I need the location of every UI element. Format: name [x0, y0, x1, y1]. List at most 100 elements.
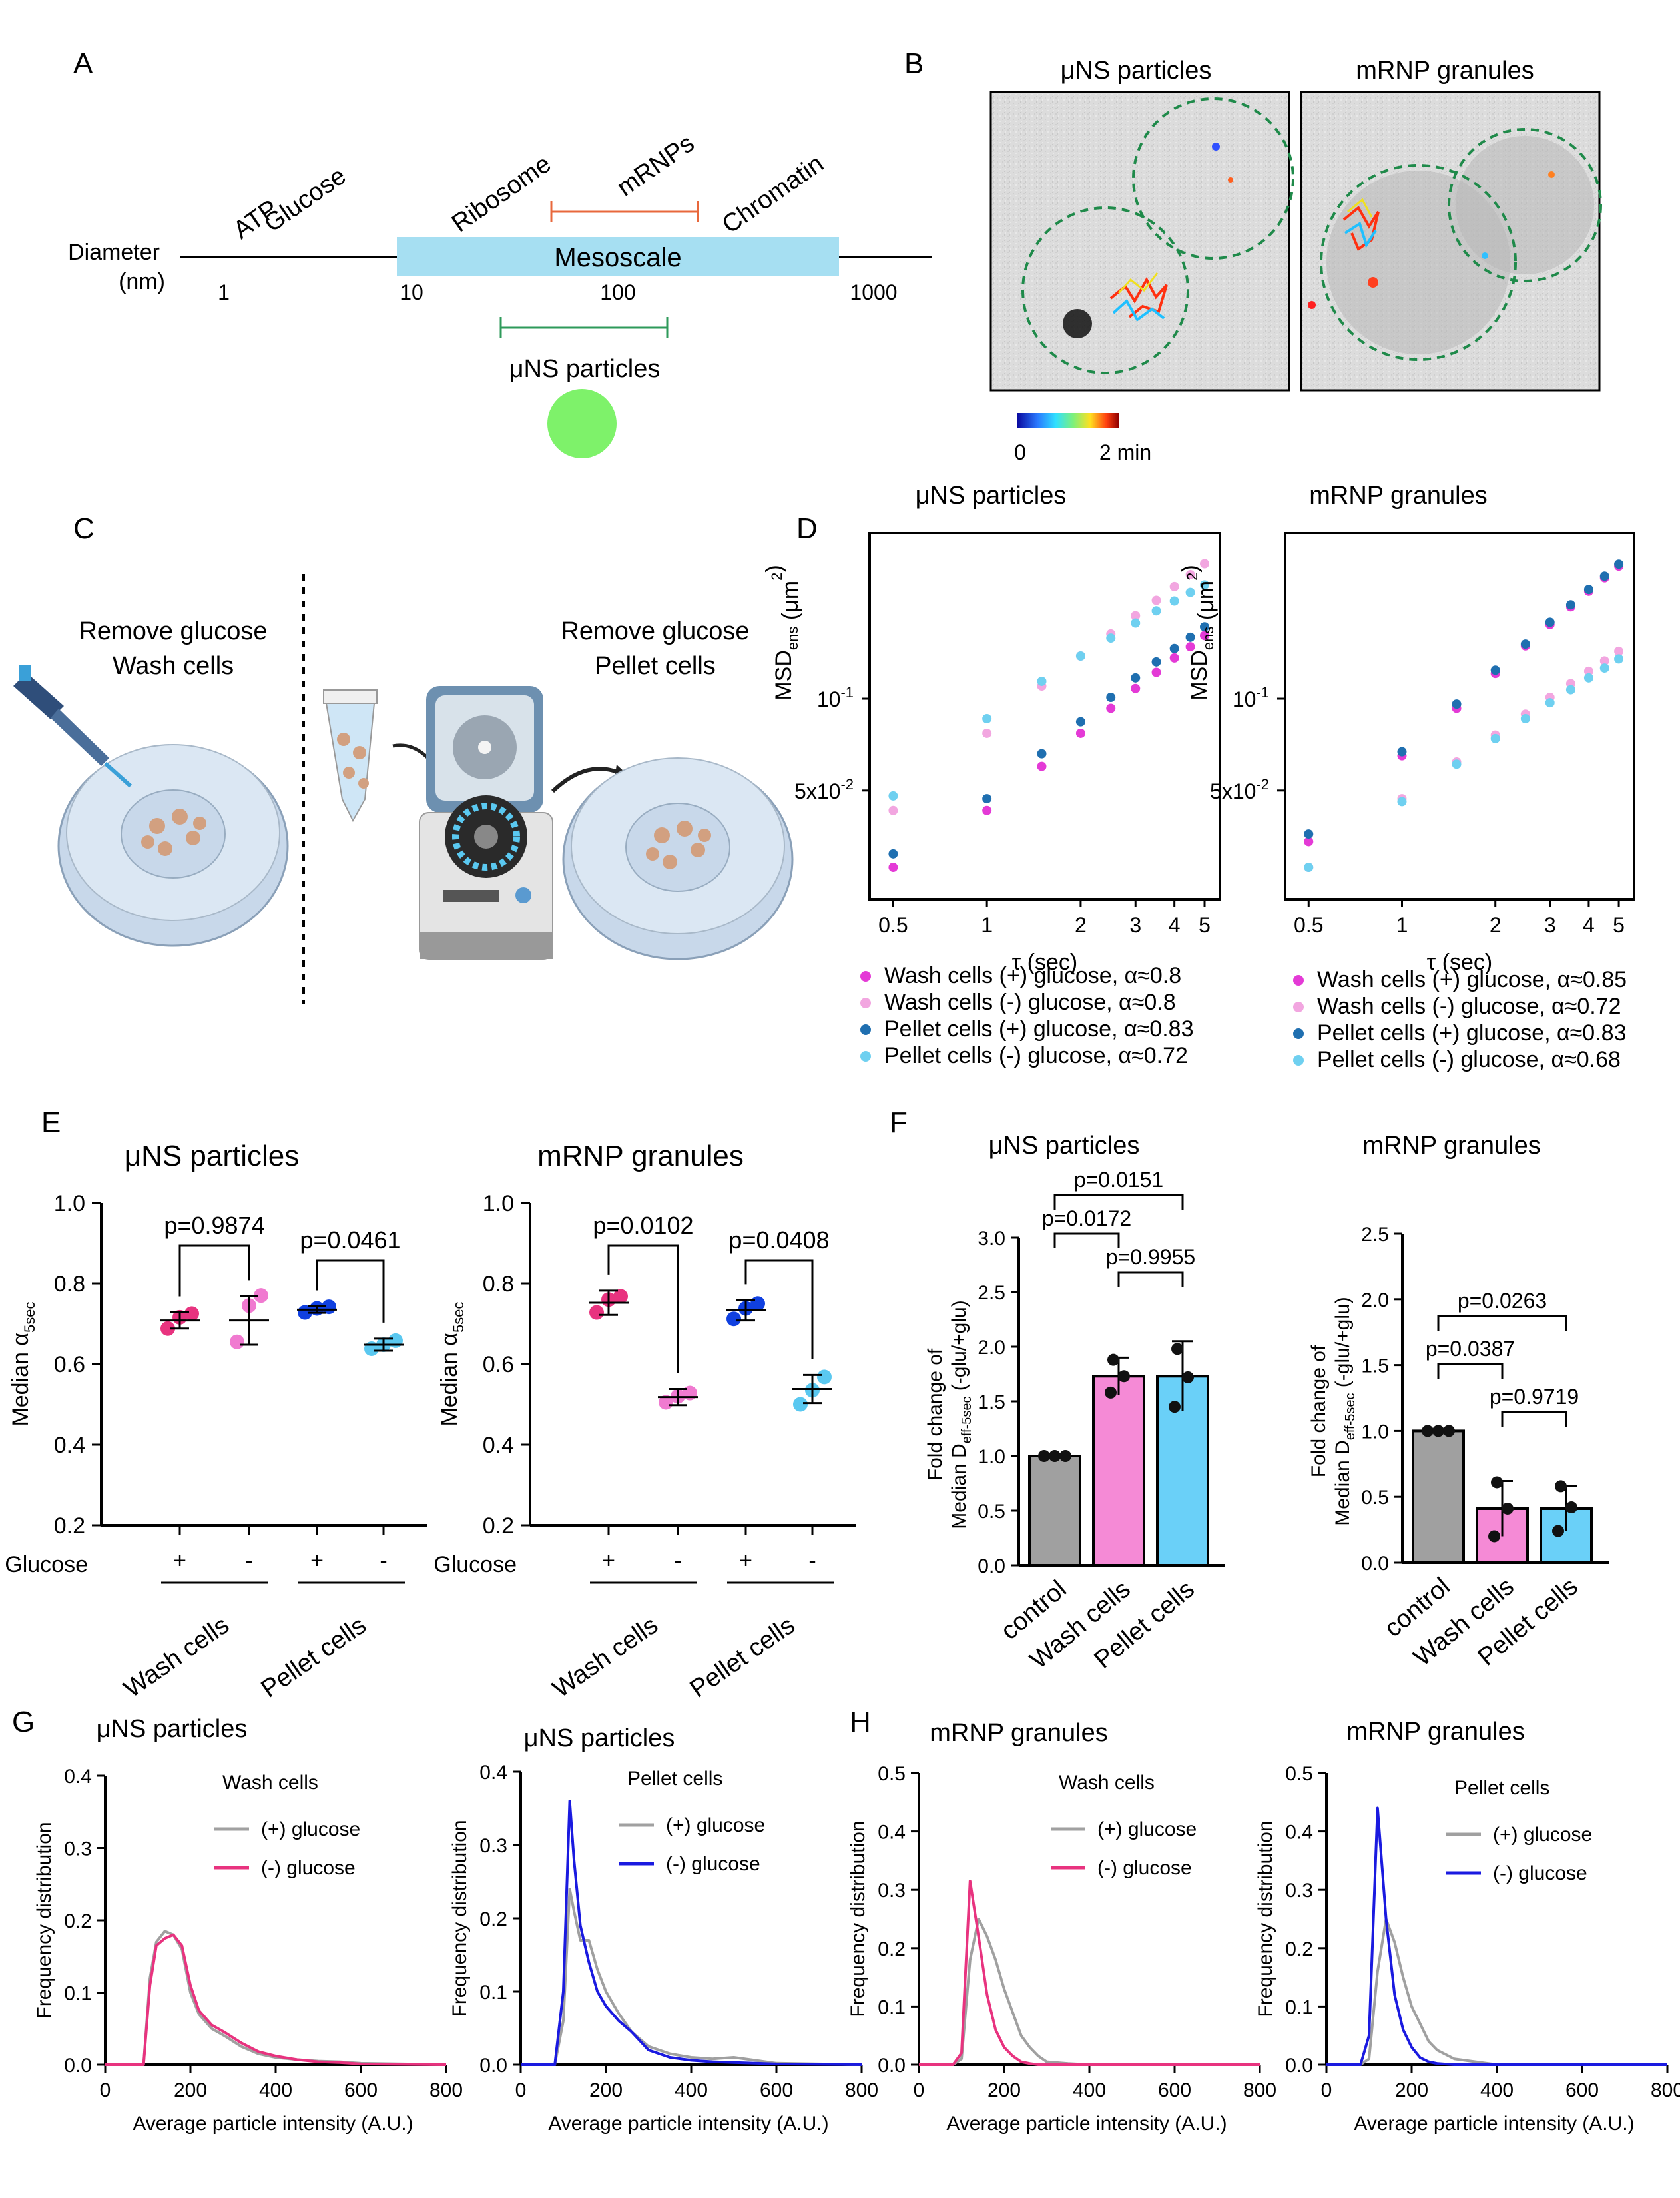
x-tick-label: 5 [1613, 913, 1625, 937]
series-line [919, 1880, 1260, 2066]
y-tick-label: 1.0 [483, 1191, 514, 1216]
glucose-sign: + [602, 1548, 615, 1573]
x-tick-label: 600 [344, 2079, 378, 2101]
colorbar-label-start: 0 [1014, 440, 1026, 464]
alpha-plot-right: 0.2 0.4 0.6 0.8 1.0 Median α5sec Glucose + - + - Wa… [433, 1191, 856, 1704]
p-value-label: p=0.9955 [1106, 1245, 1195, 1269]
panel-h-title-left: mRNP granules [930, 1719, 1108, 1747]
x-axis-label: Average particle intensity (A.U.) [548, 2113, 828, 2135]
panel-h: H mRNP granules mRNP granules 0.00.10.20… [847, 1706, 1680, 2135]
y-tick-label: 0.4 [878, 1822, 906, 1844]
legend-label: Pellet cells (+) glucose, α≈0.83 [1317, 1020, 1626, 1046]
scale-tick-10: 10 [400, 280, 423, 304]
data-point [1490, 665, 1500, 675]
y-tick-label: 1.0 [1361, 1421, 1389, 1443]
significance-bracket [1437, 1315, 1567, 1331]
y-axis-label-part: 2 [1184, 573, 1201, 581]
glucose-label: Glucose [5, 1552, 88, 1577]
x-tick-label: 1 [1396, 913, 1408, 937]
label-chromatin: Chromatin [717, 149, 829, 239]
data-point [888, 849, 898, 859]
uns-particle-dot [547, 389, 617, 458]
panel-c-right-title-2: Pellet cells [595, 652, 716, 680]
data-point [1545, 698, 1555, 708]
legend-title: Wash cells [222, 1772, 318, 1794]
data-point [1151, 606, 1161, 616]
panel-d-title-right: mRNP granules [1309, 482, 1488, 510]
data-point [1565, 600, 1575, 610]
data-point [1075, 717, 1085, 727]
data-point [1118, 1370, 1130, 1383]
panel-a-letter: A [73, 47, 93, 80]
y-tick-label: 0.0 [1361, 1553, 1389, 1575]
y-axis-label-part: (μm [778, 581, 803, 627]
data-point [1037, 676, 1047, 686]
y-axis-label-part: (-glu/+glu) [1332, 1297, 1354, 1393]
panel-c-letter: C [73, 512, 95, 545]
data-point [1502, 1502, 1514, 1515]
panel-f-title-left: μNS particles [989, 1132, 1140, 1160]
panel-b-letter: B [904, 47, 924, 80]
panel-f-title-right: mRNP granules [1362, 1132, 1541, 1160]
data-point [1552, 1525, 1564, 1537]
y-axis-label-part: (μm [1193, 581, 1219, 627]
data-point [1107, 1353, 1119, 1366]
label-glucose: Glucose [259, 162, 351, 238]
colorbar-label-end: 2 min [1099, 440, 1151, 464]
y-tick-label: 0.1 [1285, 1996, 1313, 2018]
data-point [1105, 1386, 1117, 1399]
data-point [750, 1296, 765, 1311]
data-point [254, 1288, 268, 1303]
bar [1028, 1455, 1081, 1567]
series-line [1326, 1918, 1667, 2066]
x-axis-label: τ (sec) [1012, 950, 1077, 975]
x-tick-label: 200 [589, 2079, 623, 2101]
legend-title: Pellet cells [1454, 1777, 1549, 1799]
y-tick-label: 0.0 [878, 2055, 906, 2077]
y-tick-label: 5x10-2 [794, 776, 854, 803]
p-value-label: p=0.0263 [1458, 1289, 1547, 1313]
data-point [1131, 611, 1141, 621]
y-tick-exponent: -2 [840, 776, 854, 793]
panel-b-title-uns: μNS particles [1061, 57, 1212, 85]
glucose-sign: + [310, 1548, 324, 1573]
data-point [1565, 685, 1575, 695]
legend-marker [860, 1024, 871, 1035]
y-tick-label: 0.4 [64, 1766, 92, 1788]
legend-label-minus: (-) glucose [666, 1853, 760, 1875]
y-tick-label: 0.5 [878, 1763, 906, 1785]
data-point [982, 805, 992, 815]
mrnp-range-bracket [550, 201, 699, 222]
y-tick-label: 10-1 [1233, 684, 1269, 711]
data-point [1151, 595, 1161, 605]
y-tick-exponent: -2 [1256, 776, 1269, 793]
panel-b-title-mrnp: mRNP granules [1356, 57, 1534, 85]
y-tick-exponent: -1 [840, 684, 854, 701]
data-point [1169, 1401, 1181, 1413]
group-label: Wash cells [547, 1611, 663, 1704]
legend-marker [1293, 1002, 1304, 1012]
significance-bracket [1053, 1194, 1184, 1210]
histogram-h-left: 0.0 0.1 0.2 0.3 0.4 0.5 0 200 400 600 800 Average p… [847, 1763, 1276, 2135]
legend-marker [860, 971, 871, 982]
glucose-sign: - [674, 1548, 681, 1573]
histogram-g-right: 0.0 0.1 0.2 0.3 0.4 0 200 400 600 800 Average part… [449, 1762, 878, 2135]
legend-label-plus: (+) glucose [1097, 1818, 1197, 1840]
legend-title: Pellet cells [627, 1768, 722, 1790]
data-point [1304, 829, 1314, 839]
panel-a: A Mesoscale Diameter (nm) 1 10 100 1000 … [68, 47, 932, 458]
y-tick-label: 0.5 [978, 1501, 1005, 1523]
x-tick-label: 0 [914, 2079, 925, 2101]
x-tick-label: 800 [1243, 2079, 1276, 2101]
y-tick-label: 0.6 [483, 1352, 514, 1377]
histogram-h-right: 0.0 0.1 0.2 0.3 0.4 0.5 0 200 400 600 800 Average p… [1255, 1763, 1680, 2135]
data-point [1614, 559, 1624, 569]
data-point [1185, 587, 1195, 597]
bar [1092, 1375, 1145, 1567]
data-point [1397, 797, 1407, 807]
p-value-label: p=0.0172 [1042, 1206, 1131, 1230]
y-axis-label: Median α5sec [8, 1301, 38, 1426]
data-point [982, 728, 992, 738]
data-point [1199, 580, 1209, 590]
